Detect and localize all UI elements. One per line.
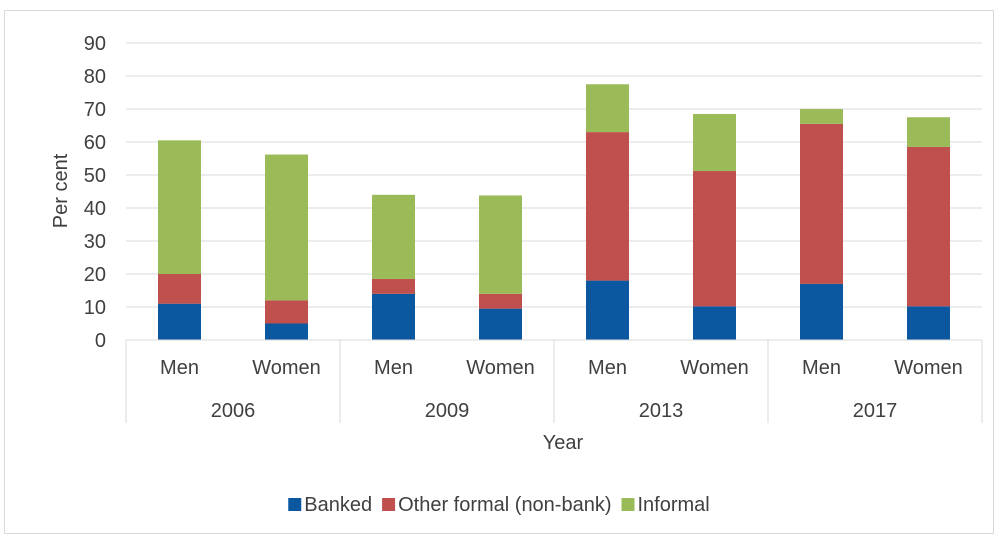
legend-item: Informal <box>621 494 710 516</box>
x-group-label: 2009 <box>425 400 470 422</box>
y-tick-label: 80 <box>84 66 106 88</box>
x-category-label: Women <box>894 357 963 379</box>
legend-label: Informal <box>638 494 710 516</box>
y-tick-label: 10 <box>84 297 106 319</box>
bar-segment-other-formal-non-bank <box>586 132 629 281</box>
bar-segment-informal <box>800 109 843 124</box>
y-tick-label: 60 <box>84 132 106 154</box>
x-group-label: 2006 <box>211 400 256 422</box>
bar-segment-other-formal-non-bank <box>800 123 843 284</box>
legend-label: Banked <box>304 494 372 516</box>
bar-segment-informal <box>372 194 415 279</box>
bar-segment-other-formal-non-bank <box>907 146 950 307</box>
bar-segment-banked <box>586 280 629 340</box>
y-axis-title: Per cent <box>50 153 72 228</box>
x-category-label: Women <box>466 357 535 379</box>
x-category-label: Men <box>588 357 627 379</box>
y-tick-label: 30 <box>84 231 106 253</box>
y-tick-label: 40 <box>84 198 106 220</box>
y-tick-label: 0 <box>95 330 106 352</box>
bar-segment-informal <box>693 113 736 172</box>
y-tick-label: 70 <box>84 99 106 121</box>
bar-segment-banked <box>158 303 201 340</box>
y-tick-label: 90 <box>84 33 106 55</box>
y-tick-label: 50 <box>84 165 106 187</box>
legend-label: Other formal (non-bank) <box>398 494 611 516</box>
bar-segment-informal <box>158 140 201 274</box>
bar-segment-informal <box>907 117 950 147</box>
legend-swatch <box>288 498 302 511</box>
x-group-label: 2013 <box>639 400 684 422</box>
x-axis: Men Women Men Women Men Women Men Women 2006 2009… <box>125 339 983 423</box>
x-category-label: Women <box>680 357 749 379</box>
bar-segment-other-formal-non-bank <box>158 274 201 304</box>
legend-item: Other formal (non-bank) <box>382 494 612 516</box>
bar-segment-other-formal-non-bank <box>693 171 736 307</box>
x-group-label: 2017 <box>853 400 898 422</box>
bar-segment-informal <box>265 154 308 301</box>
y-tick-label: 20 <box>84 264 106 286</box>
x-category-label: Men <box>802 357 841 379</box>
bar-segment-informal <box>586 84 629 133</box>
bar-segment-informal <box>479 195 522 294</box>
bar-segment-other-formal-non-bank <box>372 278 415 294</box>
bars <box>158 84 950 340</box>
x-axis-title: Year <box>543 432 584 454</box>
bar-segment-banked <box>372 293 415 340</box>
x-category-label: Men <box>374 357 413 379</box>
legend-swatch <box>382 498 396 511</box>
x-category-label: Men <box>160 357 199 379</box>
legend-swatch <box>621 498 635 511</box>
bar-segment-banked <box>265 323 308 340</box>
legend: Banked Other formal (non-bank) Informal <box>288 494 710 516</box>
legend-item: Banked <box>288 494 372 516</box>
y-axis-ticks: 0 10 20 30 40 50 60 70 80 90 <box>84 33 106 352</box>
bar-segment-banked <box>800 283 843 340</box>
bar-segment-banked <box>693 306 736 340</box>
bar-segment-banked <box>479 308 522 340</box>
bar-segment-other-formal-non-bank <box>265 300 308 324</box>
gridlines <box>126 42 982 308</box>
bar-segment-other-formal-non-bank <box>479 293 522 309</box>
x-category-label: Women <box>252 357 321 379</box>
bar-segment-banked <box>907 306 950 340</box>
